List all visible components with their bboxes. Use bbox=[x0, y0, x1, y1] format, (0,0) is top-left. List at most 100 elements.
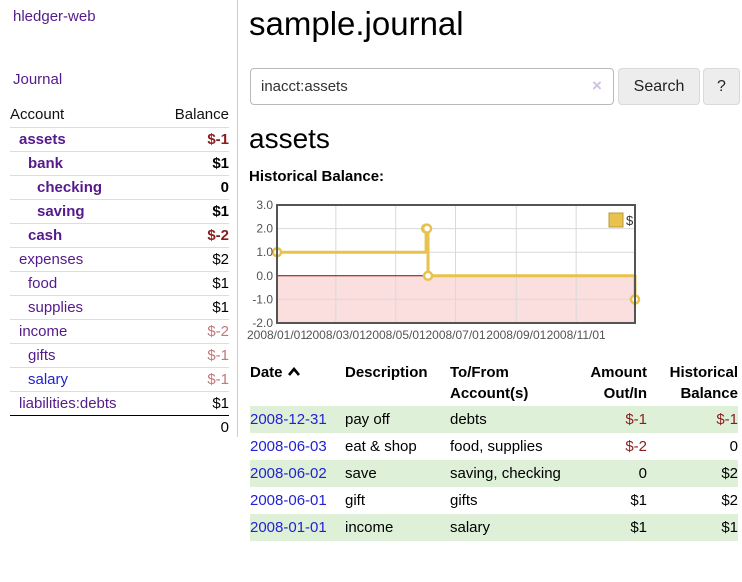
account-row: liabilities:debts $1 bbox=[10, 391, 229, 416]
transaction-balance: $-1 bbox=[716, 411, 738, 428]
transaction-amount: $-1 bbox=[625, 411, 647, 428]
svg-text:-2.0: -2.0 bbox=[252, 316, 273, 330]
svg-text:-1.0: -1.0 bbox=[252, 292, 273, 306]
svg-text:3.0: 3.0 bbox=[256, 198, 273, 212]
account-heading: assets bbox=[249, 123, 330, 154]
account-link[interactable]: expenses bbox=[19, 251, 84, 268]
account-balance: $-2 bbox=[155, 223, 229, 248]
app-brand-link[interactable]: hledger-web bbox=[13, 8, 96, 25]
transaction-amount: 0 bbox=[638, 465, 647, 482]
svg-text:2008/11/01: 2008/11/01 bbox=[547, 328, 606, 342]
account-link[interactable]: bank bbox=[28, 155, 64, 172]
accounts-total-balance: 0 bbox=[155, 415, 229, 439]
account-balance: $1 bbox=[155, 151, 229, 176]
accounts-header-balance: Balance bbox=[174, 106, 229, 123]
account-row: expenses $2 bbox=[10, 247, 229, 272]
svg-text:2008/01/01: 2008/01/01 bbox=[247, 328, 307, 342]
svg-text:2008/07/01: 2008/07/01 bbox=[425, 328, 485, 342]
account-row: assets $-1 bbox=[10, 127, 229, 152]
register-section: Date Description To/From Account(s) Amou… bbox=[250, 360, 738, 541]
register-row: 2008-06-03 eat & shop food, supplies $-2 0 bbox=[250, 433, 738, 460]
register-header-amount: Amount Out/In bbox=[590, 364, 647, 402]
transaction-amount: $-2 bbox=[625, 438, 647, 455]
account-balance: $-1 bbox=[155, 343, 229, 368]
account-balance: $1 bbox=[155, 295, 229, 320]
transaction-accounts: saving, checking bbox=[450, 465, 561, 482]
svg-text:2.0: 2.0 bbox=[256, 222, 273, 236]
transaction-balance: $2 bbox=[721, 492, 738, 509]
accounts-sidebar: Account Balance assets $-1 bank $1 checking 0… bbox=[10, 103, 229, 439]
sidebar-item-journal[interactable]: Journal bbox=[13, 71, 63, 88]
account-row: food $1 bbox=[10, 271, 229, 296]
chart-title: Historical Balance: bbox=[249, 168, 385, 185]
account-balance: 0 bbox=[155, 175, 229, 200]
account-link[interactable]: income bbox=[19, 323, 68, 340]
transaction-accounts: food, supplies bbox=[450, 438, 543, 455]
help-button[interactable]: ? bbox=[703, 68, 740, 105]
account-link[interactable]: checking bbox=[37, 179, 103, 196]
date-link[interactable]: 2008-12-31 bbox=[250, 411, 327, 428]
transaction-balance: $2 bbox=[721, 465, 738, 482]
register-table: Date Description To/From Account(s) Amou… bbox=[250, 360, 738, 541]
account-row: supplies $1 bbox=[10, 295, 229, 320]
account-row: bank $1 bbox=[10, 151, 229, 176]
svg-text:2008/03/01: 2008/03/01 bbox=[306, 328, 366, 342]
transaction-accounts: debts bbox=[450, 411, 487, 428]
accounts-total-row: 0 bbox=[10, 415, 229, 439]
sort-ascending-icon bbox=[287, 367, 300, 376]
account-row: saving $1 bbox=[10, 199, 229, 224]
account-row: cash $-2 bbox=[10, 223, 229, 248]
account-link[interactable]: salary bbox=[28, 371, 69, 388]
search-button[interactable]: Search bbox=[618, 68, 700, 105]
transaction-accounts: gifts bbox=[450, 492, 478, 509]
account-link[interactable]: gifts bbox=[28, 347, 56, 364]
clear-search-icon[interactable]: × bbox=[592, 76, 602, 95]
register-header-accounts: To/From Account(s) bbox=[450, 364, 529, 402]
register-row: 2008-01-01 income salary $1 $1 bbox=[250, 514, 738, 541]
historical-balance-chart: $3.0 2.0 1.0 0.0 -1.0 -2.02008/01/012008/03/0… bbox=[247, 198, 641, 342]
svg-text:2008/09/01: 2008/09/01 bbox=[486, 328, 546, 342]
transaction-balance: 0 bbox=[729, 438, 738, 455]
account-balance: $2 bbox=[155, 247, 229, 272]
date-link[interactable]: 2008-06-03 bbox=[250, 438, 327, 455]
svg-text:1.0: 1.0 bbox=[256, 245, 273, 259]
register-header-description: Description bbox=[345, 364, 428, 381]
transaction-amount: $1 bbox=[630, 492, 647, 509]
transaction-description: save bbox=[345, 465, 377, 482]
account-link[interactable]: saving bbox=[37, 203, 85, 220]
transaction-description: eat & shop bbox=[345, 438, 417, 455]
transaction-description: gift bbox=[345, 492, 366, 509]
register-row: 2008-06-01 gift gifts $1 $2 bbox=[250, 487, 738, 514]
account-link[interactable]: supplies bbox=[28, 299, 84, 316]
account-link[interactable]: liabilities:debts bbox=[19, 395, 117, 412]
account-row: checking 0 bbox=[10, 175, 229, 200]
account-row: salary $-1 bbox=[10, 367, 229, 392]
date-link[interactable]: 2008-01-01 bbox=[250, 519, 327, 536]
accounts-table: Account Balance assets $-1 bank $1 checking 0… bbox=[10, 103, 229, 439]
account-balance: $-2 bbox=[155, 319, 229, 344]
account-row: gifts $-1 bbox=[10, 343, 229, 368]
transaction-balance: $1 bbox=[721, 519, 738, 536]
register-header-row: Date Description To/From Account(s) Amou… bbox=[250, 360, 738, 406]
account-row: income $-2 bbox=[10, 319, 229, 344]
account-link[interactable]: food bbox=[28, 275, 58, 292]
date-link[interactable]: 2008-06-02 bbox=[250, 465, 327, 482]
account-balance: $-1 bbox=[155, 367, 229, 392]
transaction-description: pay off bbox=[345, 411, 390, 428]
account-balance: $1 bbox=[155, 199, 229, 224]
register-header-balance: Historical Balance bbox=[669, 364, 738, 402]
account-link[interactable]: assets bbox=[19, 131, 66, 148]
account-link[interactable]: cash bbox=[28, 227, 63, 244]
register-header-date[interactable]: Date bbox=[250, 360, 345, 406]
account-balance: $-1 bbox=[155, 127, 229, 152]
accounts-header-account: Account bbox=[10, 106, 65, 123]
transaction-accounts: salary bbox=[450, 519, 491, 536]
svg-text:2008/05/01: 2008/05/01 bbox=[366, 328, 426, 342]
search-input[interactable] bbox=[250, 68, 614, 105]
transaction-amount: $1 bbox=[630, 519, 647, 536]
transaction-description: income bbox=[345, 519, 394, 536]
register-row: 2008-12-31 pay off debts $-1 $-1 bbox=[250, 406, 738, 433]
account-balance: $1 bbox=[155, 391, 229, 416]
date-link[interactable]: 2008-06-01 bbox=[250, 492, 327, 509]
accounts-header-row: Account Balance bbox=[10, 103, 229, 128]
